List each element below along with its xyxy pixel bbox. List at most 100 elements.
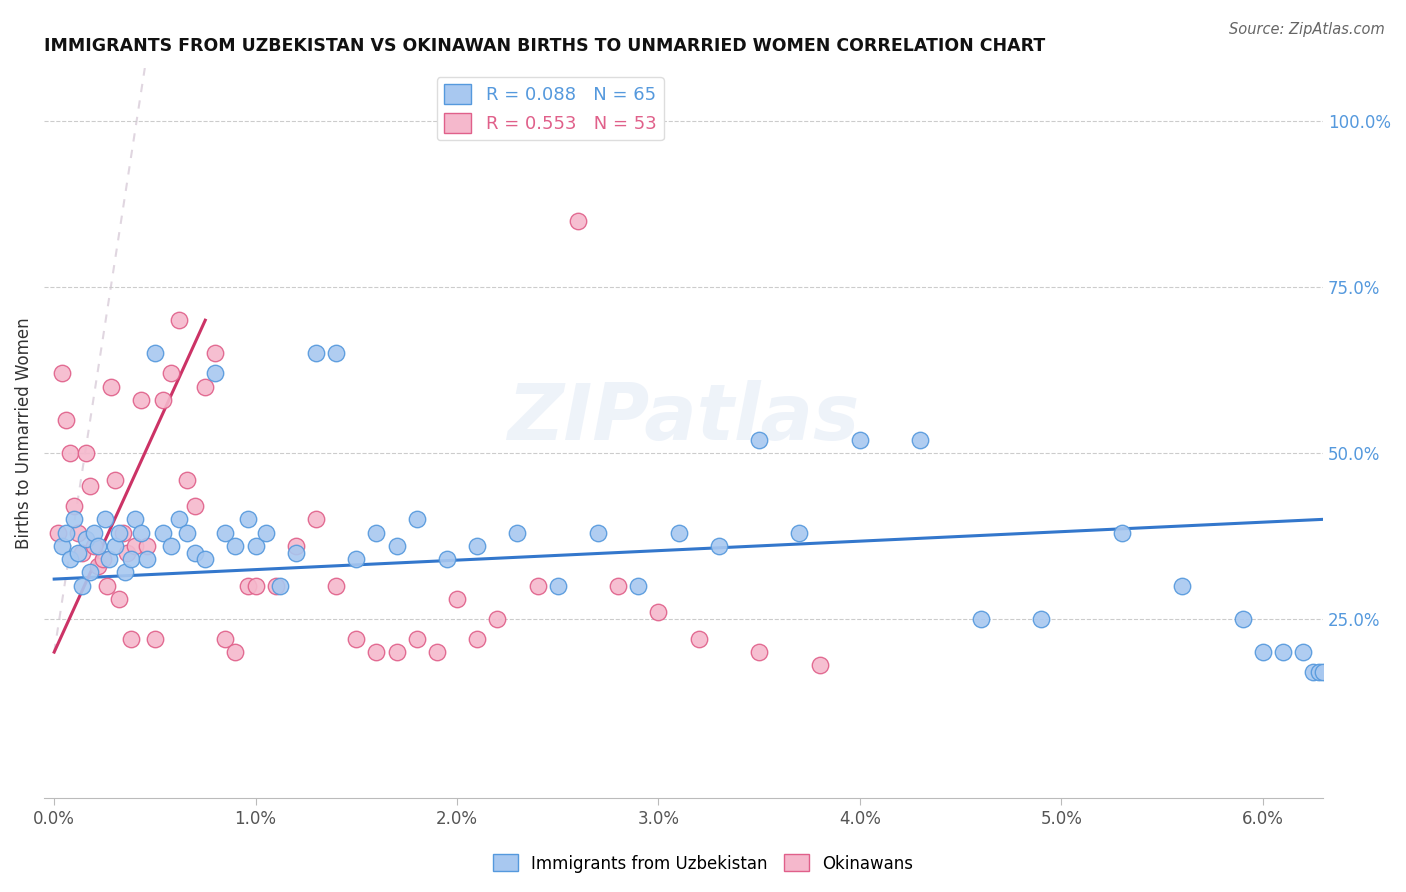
Point <box>79 566 101 580</box>
Point <box>627 579 650 593</box>
Point <box>305 512 328 526</box>
Point <box>325 579 347 593</box>
Point <box>1171 579 1194 593</box>
Point <box>120 632 142 646</box>
Point <box>748 645 770 659</box>
Point <box>167 512 190 526</box>
Point <box>789 525 811 540</box>
Point <box>1031 612 1053 626</box>
Text: ZIPatlas: ZIPatlas <box>508 381 859 457</box>
Point <box>849 433 872 447</box>
Point <box>129 525 152 540</box>
Point <box>426 645 449 659</box>
Point <box>214 525 236 540</box>
Point <box>124 512 146 526</box>
Point <box>547 579 569 593</box>
Point <box>72 545 94 559</box>
Point <box>120 552 142 566</box>
Point <box>970 612 993 626</box>
Point <box>67 525 90 540</box>
Point <box>176 473 198 487</box>
Point <box>152 392 174 407</box>
Point <box>176 525 198 540</box>
Point <box>104 473 127 487</box>
Point <box>204 367 226 381</box>
Point <box>87 539 110 553</box>
Point <box>707 539 730 553</box>
Point <box>124 539 146 553</box>
Point <box>236 512 259 526</box>
Point <box>135 552 157 566</box>
Point <box>1308 665 1330 679</box>
Point <box>465 632 488 646</box>
Point <box>1251 645 1274 659</box>
Point <box>55 525 77 540</box>
Point <box>366 645 388 659</box>
Text: IMMIGRANTS FROM UZBEKISTAN VS OKINAWAN BIRTHS TO UNMARRIED WOMEN CORRELATION CHA: IMMIGRANTS FROM UZBEKISTAN VS OKINAWAN B… <box>44 37 1046 55</box>
Text: Source: ZipAtlas.com: Source: ZipAtlas.com <box>1229 22 1385 37</box>
Y-axis label: Births to Unmarried Women: Births to Unmarried Women <box>15 318 32 549</box>
Point <box>100 379 122 393</box>
Point <box>465 539 488 553</box>
Point <box>910 433 932 447</box>
Point <box>59 552 82 566</box>
Point <box>245 579 267 593</box>
Point <box>366 525 388 540</box>
Point <box>405 512 427 526</box>
Point <box>1312 665 1334 679</box>
Point <box>647 605 669 619</box>
Point <box>87 558 110 573</box>
Point <box>385 645 408 659</box>
Point <box>135 539 157 553</box>
Point <box>75 446 97 460</box>
Point <box>236 579 259 593</box>
Point <box>385 539 408 553</box>
Point <box>436 552 458 566</box>
Legend: Immigrants from Uzbekistan, Okinawans: Immigrants from Uzbekistan, Okinawans <box>486 847 920 880</box>
Point <box>325 346 347 360</box>
Point <box>55 413 77 427</box>
Point <box>526 579 548 593</box>
Point <box>51 539 73 553</box>
Point <box>1232 612 1254 626</box>
Point <box>1302 665 1324 679</box>
Point <box>194 379 217 393</box>
Point <box>748 433 770 447</box>
Point <box>607 579 630 593</box>
Point <box>97 552 120 566</box>
Point <box>567 213 589 227</box>
Point <box>104 539 127 553</box>
Point <box>160 539 183 553</box>
Point <box>808 658 831 673</box>
Point <box>1271 645 1294 659</box>
Point <box>107 525 129 540</box>
Point <box>405 632 427 646</box>
Point <box>143 632 166 646</box>
Point <box>63 499 86 513</box>
Point <box>1331 512 1354 526</box>
Point <box>1292 645 1315 659</box>
Point <box>114 566 136 580</box>
Point <box>83 525 105 540</box>
Point <box>184 545 207 559</box>
Point <box>245 539 267 553</box>
Point <box>67 545 90 559</box>
Point <box>344 552 367 566</box>
Point <box>1322 545 1344 559</box>
Point <box>63 512 86 526</box>
Point <box>446 592 468 607</box>
Point <box>143 346 166 360</box>
Point <box>93 512 115 526</box>
Point <box>1111 525 1133 540</box>
Point <box>668 525 690 540</box>
Point <box>160 367 183 381</box>
Point <box>111 525 134 540</box>
Point <box>72 579 94 593</box>
Point <box>46 525 69 540</box>
Point <box>224 645 246 659</box>
Point <box>284 545 307 559</box>
Point <box>107 592 129 607</box>
Point <box>204 346 226 360</box>
Point <box>305 346 328 360</box>
Point <box>688 632 710 646</box>
